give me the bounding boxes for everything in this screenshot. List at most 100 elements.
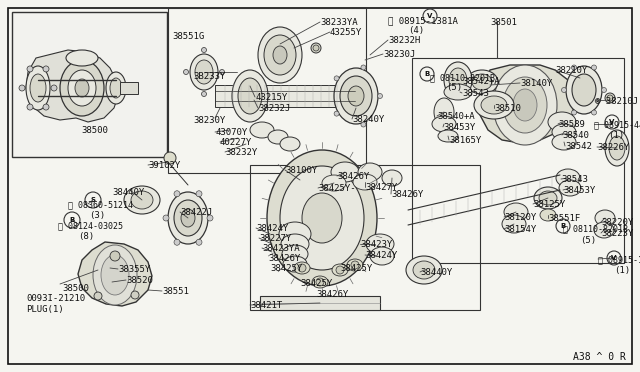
- Ellipse shape: [370, 247, 394, 265]
- Bar: [260, 296, 380, 310]
- Polygon shape: [480, 65, 575, 143]
- Ellipse shape: [93, 245, 137, 305]
- Text: 38589: 38589: [558, 120, 585, 129]
- Circle shape: [174, 239, 180, 245]
- Text: 38551: 38551: [162, 287, 189, 296]
- Ellipse shape: [26, 66, 50, 110]
- Ellipse shape: [504, 203, 528, 221]
- Bar: [168, 8, 366, 173]
- Ellipse shape: [502, 215, 526, 233]
- Text: 40227Y: 40227Y: [220, 138, 252, 147]
- Text: 39102Y: 39102Y: [148, 161, 180, 170]
- Text: 38426Y: 38426Y: [316, 290, 348, 299]
- Text: 38232H: 38232H: [388, 36, 420, 45]
- Ellipse shape: [106, 72, 126, 104]
- Circle shape: [43, 104, 49, 110]
- Circle shape: [202, 48, 207, 52]
- Ellipse shape: [66, 50, 98, 66]
- Ellipse shape: [281, 234, 309, 254]
- Text: 38426Y: 38426Y: [268, 254, 300, 263]
- Circle shape: [163, 215, 169, 221]
- Ellipse shape: [572, 74, 596, 106]
- Circle shape: [313, 45, 319, 51]
- Ellipse shape: [332, 264, 348, 276]
- Text: 38543: 38543: [561, 175, 588, 184]
- Text: (3): (3): [89, 211, 105, 220]
- Circle shape: [351, 261, 359, 269]
- Text: 38540+A: 38540+A: [437, 112, 475, 121]
- Ellipse shape: [472, 74, 492, 90]
- Text: 38426Y: 38426Y: [391, 190, 423, 199]
- Text: 3B233Y: 3B233Y: [193, 72, 225, 81]
- Text: V: V: [428, 13, 433, 19]
- Text: 38232Y: 38232Y: [225, 148, 257, 157]
- Circle shape: [207, 215, 213, 221]
- Text: B: B: [561, 223, 566, 229]
- Text: 38425Y-: 38425Y-: [318, 184, 356, 193]
- Circle shape: [131, 291, 139, 299]
- Polygon shape: [78, 242, 152, 306]
- Circle shape: [336, 266, 344, 274]
- Circle shape: [110, 251, 120, 261]
- Text: 38510: 38510: [494, 104, 521, 113]
- Text: 38240Y: 38240Y: [352, 115, 384, 124]
- Text: V: V: [611, 255, 617, 261]
- Circle shape: [196, 239, 202, 245]
- Text: 38210Y: 38210Y: [555, 66, 588, 75]
- Text: ⓔ 08915-44000: ⓔ 08915-44000: [594, 120, 640, 129]
- Ellipse shape: [340, 76, 372, 116]
- Ellipse shape: [556, 169, 580, 187]
- Text: 38424Y: 38424Y: [256, 224, 288, 233]
- Bar: [12, 12, 167, 157]
- Circle shape: [43, 66, 49, 72]
- Circle shape: [19, 85, 25, 91]
- Ellipse shape: [110, 78, 122, 98]
- Text: ⓔ 08915-1381A: ⓔ 08915-1381A: [388, 16, 458, 25]
- Text: Ⓑ 08110-8201B: Ⓑ 08110-8201B: [563, 224, 628, 233]
- Ellipse shape: [449, 68, 467, 92]
- Ellipse shape: [322, 175, 346, 191]
- Circle shape: [184, 70, 189, 74]
- Ellipse shape: [406, 256, 442, 284]
- Ellipse shape: [268, 130, 288, 144]
- Text: (1): (1): [614, 266, 630, 275]
- Text: 38230Y: 38230Y: [193, 116, 225, 125]
- Text: 38500: 38500: [62, 284, 89, 293]
- Text: 38542+A: 38542+A: [462, 77, 500, 86]
- Ellipse shape: [605, 130, 629, 166]
- Text: 43215Y: 43215Y: [255, 93, 287, 102]
- Ellipse shape: [181, 209, 195, 227]
- Circle shape: [220, 70, 225, 74]
- Text: (5): (5): [446, 83, 462, 92]
- Text: (8): (8): [78, 232, 94, 241]
- Text: 38551F: 38551F: [548, 214, 580, 223]
- Text: 38154Y: 38154Y: [504, 225, 536, 234]
- Ellipse shape: [559, 180, 581, 196]
- Ellipse shape: [232, 70, 268, 122]
- Ellipse shape: [595, 210, 615, 226]
- Ellipse shape: [382, 170, 402, 186]
- Ellipse shape: [283, 256, 307, 272]
- Ellipse shape: [594, 222, 614, 238]
- Ellipse shape: [358, 163, 382, 181]
- Ellipse shape: [60, 60, 104, 116]
- Text: 38453Y: 38453Y: [563, 186, 595, 195]
- Ellipse shape: [280, 166, 364, 270]
- Ellipse shape: [493, 65, 557, 145]
- Text: 38427Y: 38427Y: [365, 183, 397, 192]
- Circle shape: [174, 191, 180, 197]
- Circle shape: [311, 43, 321, 53]
- Ellipse shape: [413, 261, 435, 279]
- Ellipse shape: [432, 116, 456, 132]
- Ellipse shape: [302, 193, 342, 243]
- Ellipse shape: [503, 77, 547, 133]
- Ellipse shape: [279, 222, 311, 246]
- Circle shape: [378, 93, 383, 99]
- Text: Ⓑ 08110-8201B: Ⓑ 08110-8201B: [430, 73, 495, 82]
- Ellipse shape: [609, 136, 625, 160]
- Text: 38233YA: 38233YA: [320, 18, 358, 27]
- Ellipse shape: [548, 112, 576, 132]
- Ellipse shape: [474, 91, 514, 119]
- Text: 38120Y: 38120Y: [504, 213, 536, 222]
- Text: 38165Y: 38165Y: [449, 136, 481, 145]
